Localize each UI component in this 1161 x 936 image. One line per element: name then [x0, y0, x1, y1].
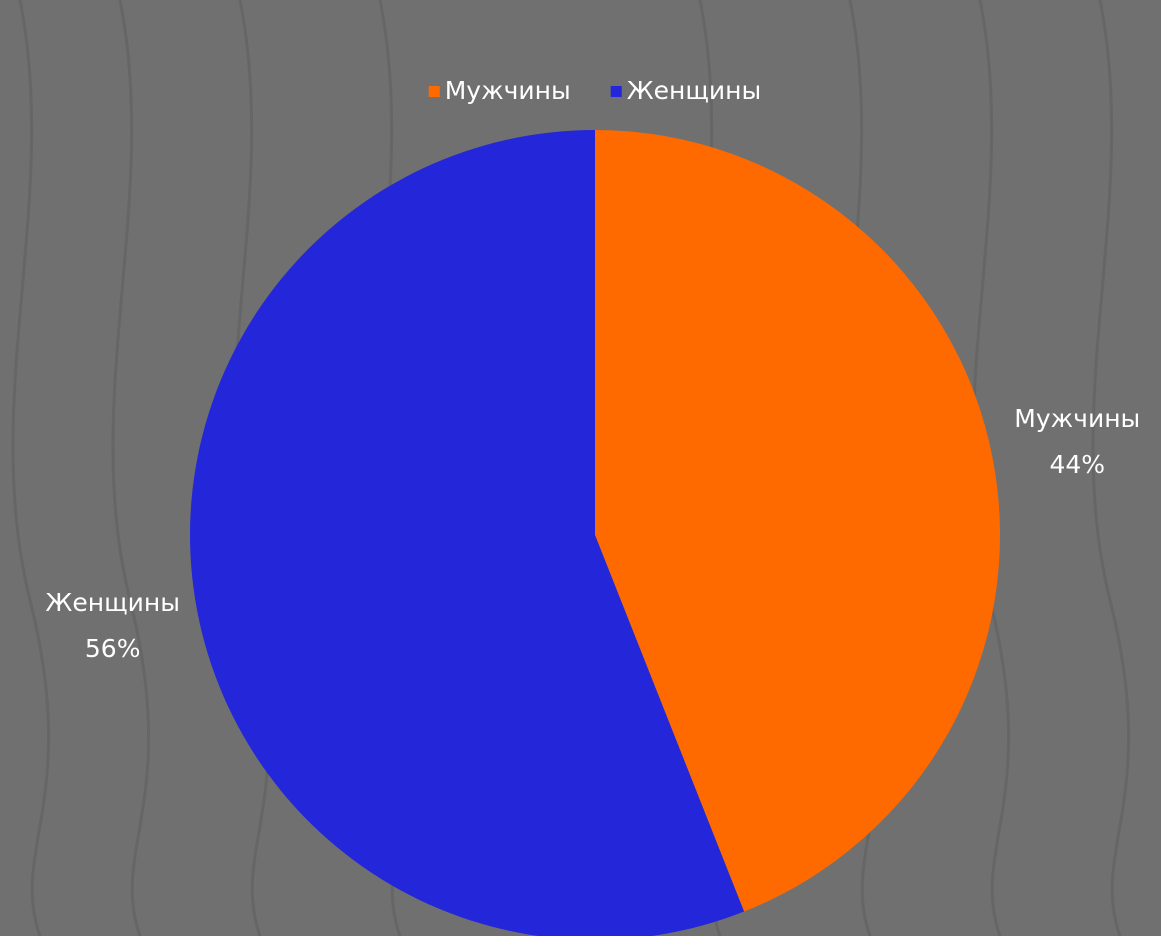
pie-slice [595, 130, 1000, 912]
data-label-name: Мужчины [1014, 404, 1140, 433]
data-label-name: Женщины [45, 588, 180, 617]
legend-marker [428, 86, 440, 97]
legend-marker [610, 86, 622, 97]
legend-label: Мужчины [445, 76, 571, 105]
legend-label: Женщины [627, 76, 762, 105]
pie-slice [189, 130, 745, 936]
data-label-value: 56% [85, 634, 141, 663]
data-label-value: 44% [1050, 450, 1106, 479]
